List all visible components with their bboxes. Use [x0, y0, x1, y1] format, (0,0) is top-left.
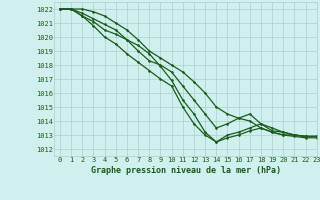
X-axis label: Graphe pression niveau de la mer (hPa): Graphe pression niveau de la mer (hPa): [91, 166, 281, 175]
